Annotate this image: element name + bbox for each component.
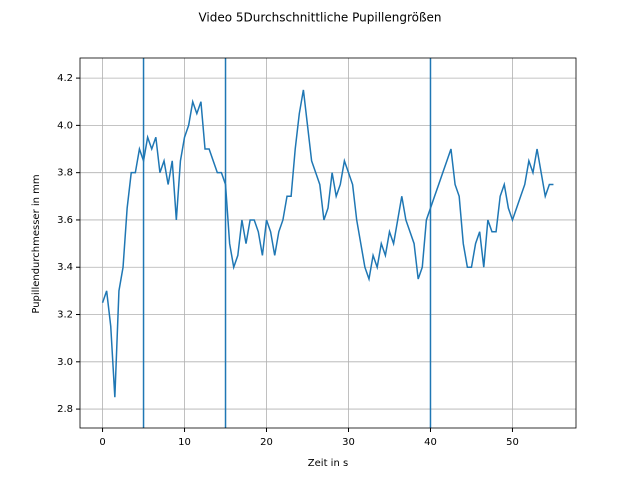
x-axis-label: Zeit in s — [308, 458, 348, 469]
y-tick-label: 2.8 — [57, 404, 73, 415]
x-tick-label: 40 — [424, 437, 437, 448]
y-tick-label: 3.4 — [57, 262, 73, 273]
y-tick-label: 4.2 — [57, 73, 73, 84]
y-tick-label: 3.2 — [57, 310, 73, 321]
plot-frame — [79, 57, 577, 429]
x-tick-label: 10 — [178, 437, 191, 448]
y-tick-label: 3.6 — [57, 215, 73, 226]
x-tick-label: 0 — [99, 437, 105, 448]
x-tick-label: 20 — [260, 437, 273, 448]
chart-title: Video 5Durchschnittliche Pupillengrößen — [198, 11, 441, 25]
y-tick-label: 3.0 — [57, 357, 73, 368]
data-line — [101, 89, 554, 398]
x-tick-label: 30 — [342, 437, 355, 448]
y-tick-label: 4.0 — [57, 120, 73, 131]
y-axis-label: Pupillendurchmesser in mm — [31, 174, 42, 313]
x-tick-label: 50 — [506, 437, 519, 448]
y-tick-label: 3.8 — [57, 168, 73, 179]
